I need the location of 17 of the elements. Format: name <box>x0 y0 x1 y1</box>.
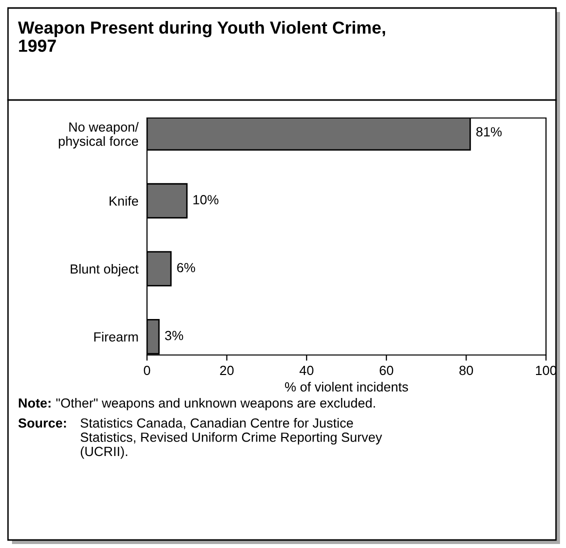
x-tick-label: 0 <box>144 366 150 376</box>
y-tick-label: No weapon/ physical force <box>58 122 139 149</box>
y-tick-label: Firearm <box>94 332 138 342</box>
chart-title: Weapon Present during Youth Violent Crime, 1997 <box>18 21 386 52</box>
data-label: 10% <box>193 195 218 204</box>
y-tick-label: Blunt object <box>70 264 139 276</box>
x-tick-label: 80 <box>459 366 474 376</box>
source-note: Source: Statistics Canada, Canadian Centre for Justice Statistics, Revised Uniform Crime Reporting Survey (UCRII). <box>18 418 382 459</box>
x-tick-label: 40 <box>300 366 314 376</box>
x-axis-title: % of violent incidents <box>285 382 408 392</box>
data-label: 81% <box>476 127 502 136</box>
text: Note: "Other" weapons and unknown weapons are excluded. <box>18 398 375 410</box>
x-tick-label: 60 <box>380 366 394 376</box>
data-label: 3% <box>165 330 184 340</box>
y-tick-label: Knife <box>110 196 138 206</box>
x-tick-label: 20 <box>220 366 234 376</box>
data-label: 6% <box>177 262 196 272</box>
